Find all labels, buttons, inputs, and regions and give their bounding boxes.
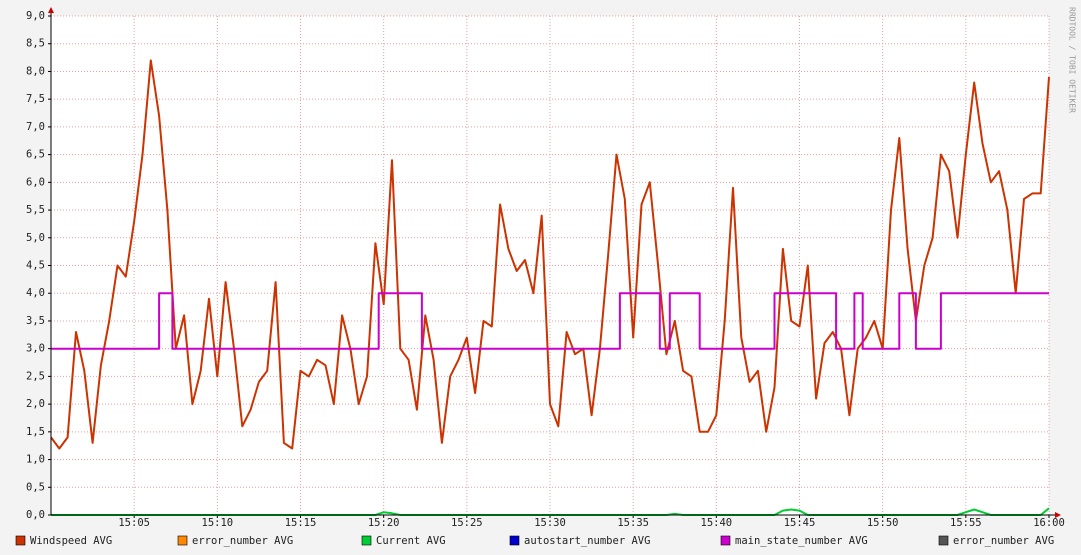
x-tick-label: 15:05: [118, 517, 150, 529]
y-tick-label: 4,0: [26, 287, 45, 299]
y-tick-label: 0,5: [26, 481, 45, 493]
y-tick-label: 8,5: [26, 38, 45, 50]
legend-label: Windspeed AVG: [30, 535, 112, 547]
x-tick-label: 15:45: [784, 517, 816, 529]
x-tick-label: 16:00: [1033, 517, 1065, 529]
axis-arrow: [1055, 512, 1061, 518]
legend: Windspeed AVG error_number AVG Current AVG…: [15, 535, 1054, 547]
y-tick-label: 1,0: [26, 454, 45, 466]
legend-label: error_number AVG: [953, 535, 1054, 547]
y-tick-label: 2,5: [26, 370, 45, 382]
watermark: RRDTOOL / TOBI OETIKER: [1068, 7, 1077, 113]
legend-swatch: [361, 535, 372, 546]
legend-swatch: [177, 535, 188, 546]
y-tick-label: 9,0: [26, 10, 45, 22]
y-tick-label: 2,0: [26, 398, 45, 410]
legend-swatch: [15, 535, 26, 546]
y-tick-label: 5,5: [26, 204, 45, 216]
x-tick-label: 15:25: [451, 517, 483, 529]
x-tick-label: 15:30: [534, 517, 566, 529]
legend-label: main_state_number AVG: [735, 535, 868, 547]
y-tick-label: 7,0: [26, 121, 45, 133]
legend-swatch: [720, 535, 731, 546]
x-tick-label: 15:10: [202, 517, 234, 529]
y-tick-label: 0,0: [26, 509, 45, 521]
y-tick-label: 5,0: [26, 232, 45, 244]
legend-label: Current AVG: [376, 535, 446, 547]
y-tick-label: 4,5: [26, 260, 45, 272]
y-tick-label: 8,0: [26, 65, 45, 77]
y-tick-label: 6,5: [26, 149, 45, 161]
y-tick-label: 1,5: [26, 426, 45, 438]
x-tick-label: 15:35: [617, 517, 649, 529]
x-tick-label: 15:55: [950, 517, 982, 529]
x-tick-label: 15:15: [285, 517, 317, 529]
x-tick-label: 15:50: [867, 517, 899, 529]
y-tick-label: 3,0: [26, 343, 45, 355]
y-tick-label: 3,5: [26, 315, 45, 327]
axis-arrow: [48, 7, 54, 13]
legend-label: error_number AVG: [192, 535, 293, 547]
y-tick-label: 6,0: [26, 176, 45, 188]
x-tick-label: 15:20: [368, 517, 400, 529]
legend-label: autostart_number AVG: [524, 535, 650, 547]
y-tick-label: 7,5: [26, 93, 45, 105]
series-line: [51, 292, 1049, 350]
x-tick-label: 15:40: [701, 517, 733, 529]
legend-swatch: [509, 535, 520, 546]
legend-swatch: [938, 535, 949, 546]
